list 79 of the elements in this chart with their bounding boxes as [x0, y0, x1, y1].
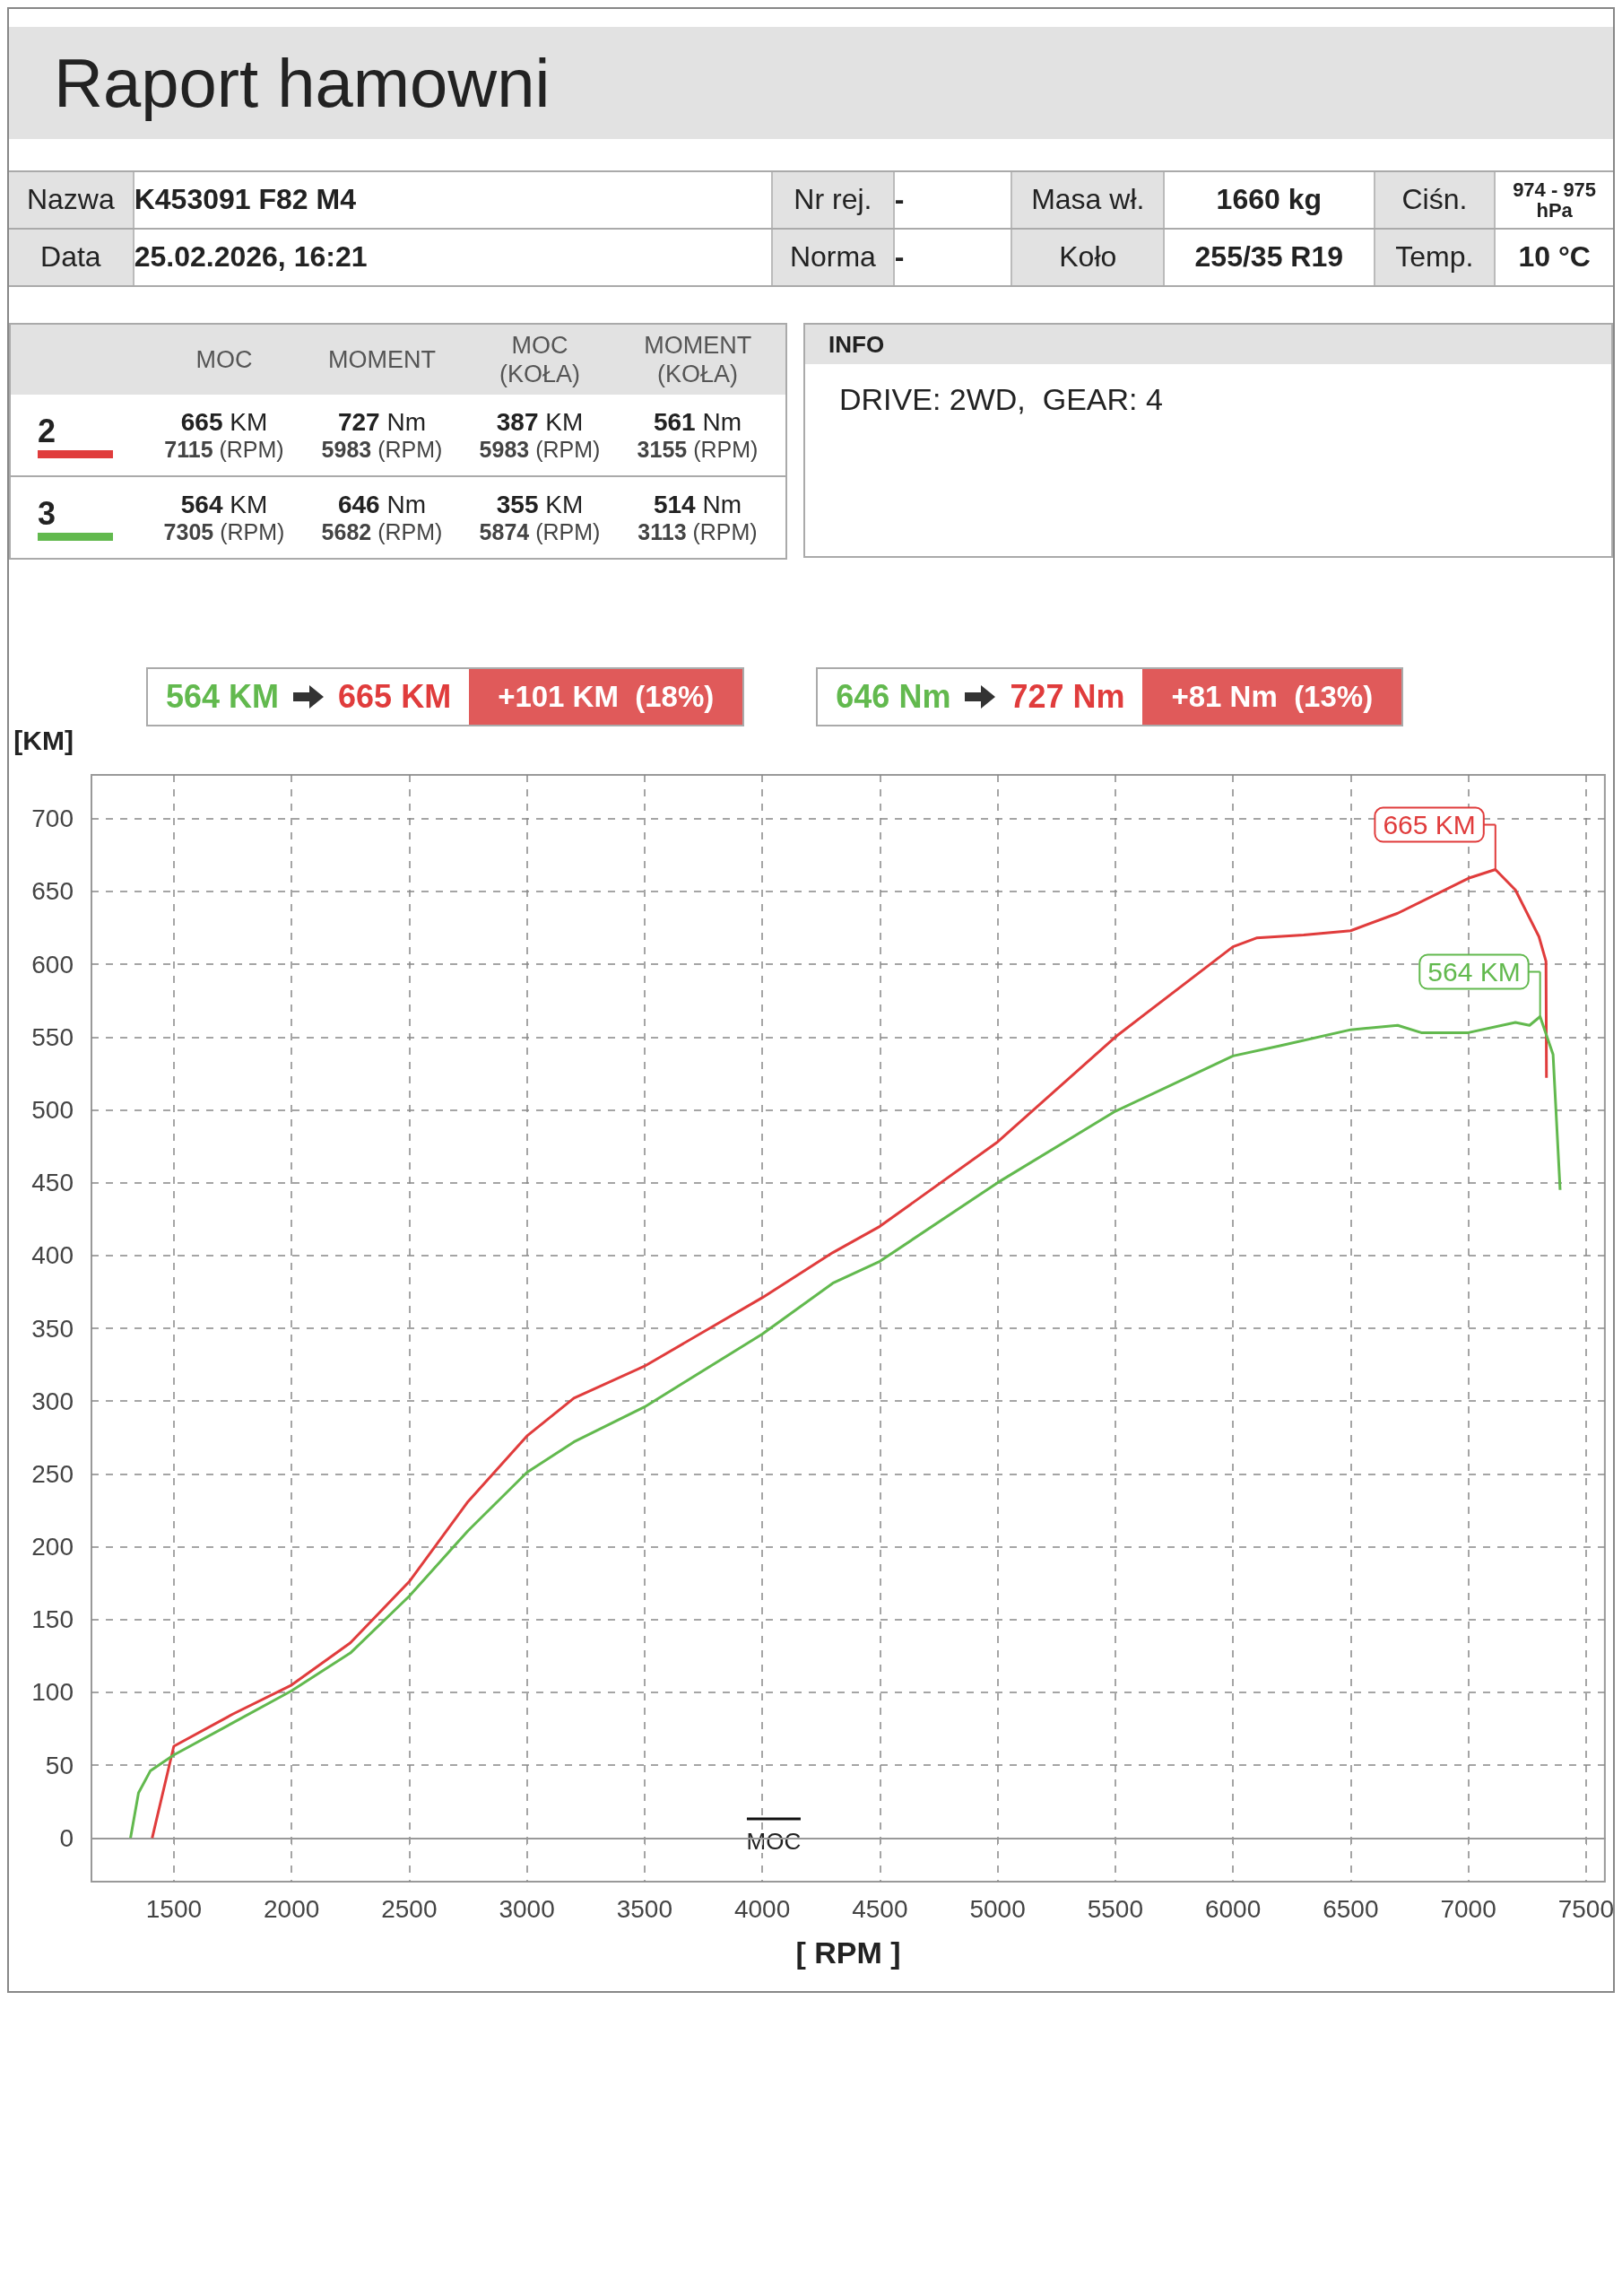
text: 727 Nm	[337, 407, 427, 436]
y-axis-title: [KM]	[13, 725, 74, 755]
y-tick-label: 550	[31, 1022, 74, 1051]
text: +81 Nm (13%)	[1142, 669, 1402, 725]
text: 10 °C	[1494, 230, 1613, 285]
text: 2	[38, 412, 56, 449]
text: 3113 (RPM)	[638, 518, 758, 544]
x-tick-label: 6500	[1323, 1894, 1379, 1923]
annotation: 564 KM	[1427, 957, 1521, 987]
text: Nr rej.	[771, 172, 893, 228]
y-tick-label: 50	[45, 1751, 74, 1779]
text: Temp.	[1373, 230, 1495, 285]
text: 5874 (RPM)	[479, 518, 601, 544]
x-tick-label: 4500	[852, 1894, 908, 1923]
text: -	[892, 230, 1011, 285]
y-tick-label: 700	[31, 804, 74, 833]
text: 646 Nm	[836, 678, 951, 716]
text: Norma	[771, 230, 893, 285]
x-tick-label: 2000	[263, 1894, 320, 1923]
text: 561 Nm	[653, 407, 742, 436]
y-tick-label: 450	[31, 1169, 74, 1197]
x-tick-label: 7500	[1557, 1894, 1614, 1923]
y-tick-label: 650	[31, 877, 74, 906]
text: 3155 (RPM)	[637, 436, 759, 462]
y-tick-label: 400	[31, 1241, 74, 1270]
x-tick-label: 4000	[733, 1894, 791, 1923]
text: 646 Nm	[337, 490, 427, 518]
text: 974 - 975 hPa	[1494, 172, 1613, 228]
y-tick-label: 600	[31, 950, 74, 978]
text: Ciśn.	[1373, 172, 1495, 228]
text: Raport hamowni	[9, 27, 1613, 139]
text: -	[892, 172, 1011, 228]
annotation: 665 KM	[1383, 810, 1476, 840]
text: DRIVE: 2WD, GEAR: 4	[838, 381, 1164, 417]
text: 5682 (RPM)	[321, 518, 443, 544]
x-tick-label: 2500	[381, 1894, 438, 1923]
text: 387 KM	[496, 407, 584, 436]
y-tick-label: 100	[31, 1678, 74, 1707]
text: 255/35 R19	[1163, 230, 1374, 285]
text: Nazwa	[9, 172, 133, 228]
y-tick-label: 300	[31, 1387, 74, 1415]
y-tick-label: 250	[31, 1459, 74, 1488]
y-tick-label: 150	[31, 1605, 74, 1634]
category-label: MOMENT (KOŁA)	[644, 330, 752, 389]
text: 355 KM	[496, 490, 584, 518]
text: 7115 (RPM)	[164, 436, 284, 462]
y-tick-label: 0	[59, 1823, 74, 1852]
x-tick-label: 7000	[1440, 1894, 1496, 1923]
text: K453091 F82 M4	[132, 172, 772, 228]
text: 564 KM	[180, 490, 268, 518]
category-label: MOC	[195, 344, 253, 375]
y-tick-label: 500	[31, 1095, 74, 1124]
category-label: MOC (KOŁA)	[499, 330, 581, 389]
text: 25.02.2026, 16:21	[132, 230, 772, 285]
x-tick-label: 3500	[616, 1894, 673, 1923]
x-tick-label: 3000	[499, 1894, 555, 1923]
text: 514 Nm	[653, 490, 742, 518]
text: Data	[9, 230, 133, 285]
category-label: MOMENT	[328, 344, 436, 375]
y-tick-label: 350	[31, 1314, 74, 1343]
text: 1660 kg	[1163, 172, 1374, 228]
x-axis-title: [ RPM ]	[795, 1935, 901, 1970]
text: 7305 (RPM)	[163, 518, 285, 544]
text: 3	[38, 494, 56, 532]
x-tick-label: 1500	[145, 1894, 203, 1923]
x-tick-label: 6000	[1204, 1894, 1262, 1923]
text: INFO	[805, 325, 1611, 364]
text: Masa wł.	[1010, 172, 1164, 228]
text: 665 KM	[180, 407, 268, 436]
x-tick-label: 5000	[969, 1894, 1026, 1923]
text: 5983 (RPM)	[479, 436, 601, 462]
text: Koło	[1010, 230, 1164, 285]
text: 665 KM	[338, 678, 452, 716]
text: 564 KM	[166, 678, 280, 716]
text: +101 KM (18%)	[469, 669, 743, 725]
text: 5983 (RPM)	[321, 436, 443, 462]
text: 727 Nm	[1010, 678, 1125, 716]
y-tick-label: 200	[31, 1533, 74, 1561]
x-tick-label: 5500	[1087, 1894, 1144, 1923]
